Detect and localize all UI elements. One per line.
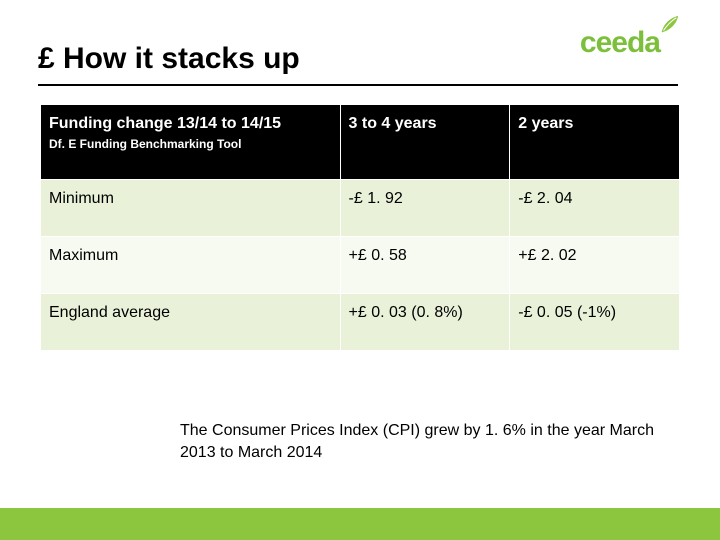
row-value: -£ 0. 05 (-1%) [510, 294, 680, 351]
footnote-text: The Consumer Prices Index (CPI) grew by … [180, 420, 660, 463]
leaf-icon [658, 14, 680, 36]
title-underline [38, 84, 678, 86]
row-value: -£ 1. 92 [340, 180, 510, 237]
table-header-cell: 2 years [510, 105, 680, 180]
header-label: Funding change 13/14 to 14/15 [49, 115, 281, 132]
logo: ceeda [580, 26, 680, 60]
table-header-cell: 3 to 4 years [340, 105, 510, 180]
logo-text: ceeda [580, 26, 660, 60]
row-value: +£ 0. 03 (0. 8%) [340, 294, 510, 351]
header-sublabel: Df. E Funding Benchmarking Tool [49, 137, 332, 151]
row-label: England average [41, 294, 341, 351]
table-row: England average +£ 0. 03 (0. 8%) -£ 0. 0… [41, 294, 680, 351]
row-label: Maximum [41, 237, 341, 294]
page-title: £ How it stacks up [38, 42, 300, 76]
funding-table: Funding change 13/14 to 14/15 Df. E Fund… [40, 104, 680, 351]
row-value: +£ 2. 02 [510, 237, 680, 294]
header-label: 3 to 4 years [349, 115, 437, 132]
row-value: +£ 0. 58 [340, 237, 510, 294]
table-header-row: Funding change 13/14 to 14/15 Df. E Fund… [41, 105, 680, 180]
table-row: Maximum +£ 0. 58 +£ 2. 02 [41, 237, 680, 294]
row-label: Minimum [41, 180, 341, 237]
header-label: 2 years [518, 115, 573, 132]
slide: ceeda £ How it stacks up Funding change … [0, 0, 720, 540]
table-header-cell: Funding change 13/14 to 14/15 Df. E Fund… [41, 105, 341, 180]
bottom-stripe [0, 508, 720, 540]
table-row: Minimum -£ 1. 92 -£ 2. 04 [41, 180, 680, 237]
row-value: -£ 2. 04 [510, 180, 680, 237]
